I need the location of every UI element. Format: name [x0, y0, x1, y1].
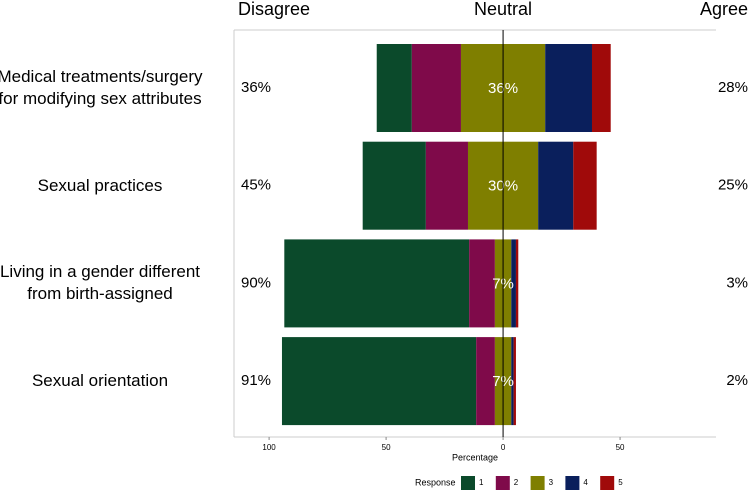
bar-segment: [281, 337, 477, 426]
x-axis-label: Percentage: [452, 452, 498, 462]
legend-swatch: [600, 476, 615, 490]
bar-segment: [538, 141, 574, 230]
header-neutral: Neutral: [474, 0, 532, 19]
legend-label: 2: [514, 478, 519, 487]
bar-segment: [513, 337, 516, 426]
agree-total: 25%: [718, 177, 748, 194]
bar-segment: [476, 337, 495, 426]
bar-segment: [376, 44, 412, 132]
bar-segment: [411, 44, 461, 132]
x-tick-label: 50: [616, 443, 625, 452]
bar-segment: [545, 44, 592, 132]
legend-swatch: [565, 476, 580, 490]
agree-total: 3%: [726, 274, 748, 291]
legend-label: 3: [549, 478, 554, 487]
bar-segment: [511, 239, 516, 328]
bar-segment: [284, 239, 470, 328]
bar-segment: [515, 239, 519, 328]
bar-segment: [469, 239, 495, 328]
agree-total: 2%: [726, 372, 748, 389]
disagree-total: 91%: [241, 372, 271, 389]
x-tick-label: 50: [382, 443, 391, 452]
legend-title: Response: [415, 477, 456, 487]
category-label: Sexual orientation: [31, 371, 169, 391]
x-tick-label: 100: [262, 443, 276, 452]
header-agree: Agree: [700, 0, 748, 19]
disagree-total: 36%: [241, 79, 271, 96]
legend-label: 1: [479, 478, 484, 487]
category-label: Medical treatments/surgery for modifying…: [0, 67, 203, 108]
legend-label: 5: [618, 478, 623, 487]
legend-label: 4: [583, 478, 588, 487]
bar-segment: [511, 337, 514, 426]
legend-swatch: [495, 476, 510, 490]
category-label: Living in a gender different from birth-…: [0, 262, 201, 304]
legend-swatch: [461, 476, 475, 490]
category-label: Sexual practices: [37, 175, 163, 195]
header-disagree: Disagree: [238, 0, 310, 19]
bar-segment: [591, 44, 611, 132]
agree-total: 28%: [718, 79, 748, 96]
bar-segment: [362, 141, 426, 230]
legend-swatch: [530, 476, 545, 490]
disagree-total: 45%: [241, 177, 271, 194]
bar-segment: [425, 141, 468, 230]
bar-segment: [573, 141, 597, 230]
disagree-total: 90%: [241, 274, 271, 291]
x-tick-label: 0: [501, 443, 506, 452]
